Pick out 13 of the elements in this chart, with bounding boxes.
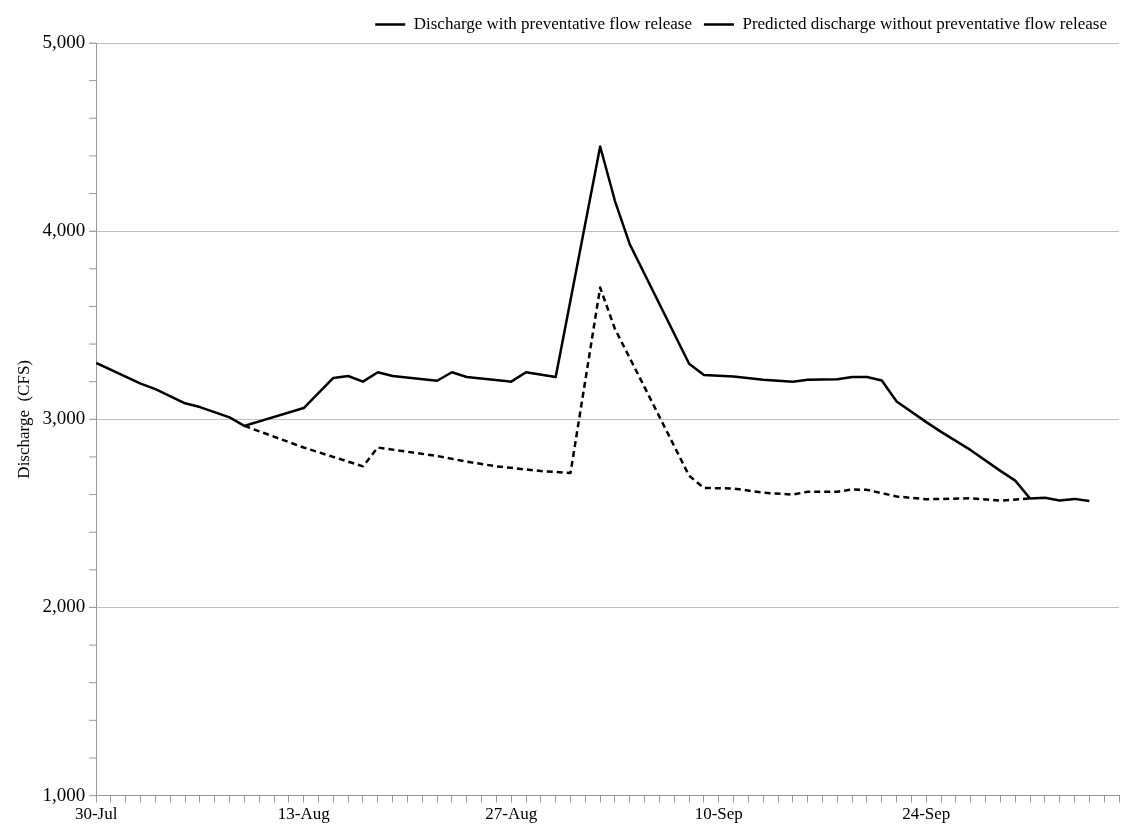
y-tick-label: 2,000 [42,595,86,617]
y-tick-label: 1,000 [42,783,86,805]
x-tick-label: 10-Sep [694,804,743,824]
y-tick-label: 4,000 [42,219,86,241]
legend-label: Discharge with preventative flow release [413,13,692,33]
legend-label: Predicted discharge without preventative flow release [742,13,1108,33]
x-tick-label: 27-Aug [485,804,538,824]
y-tick-label: 5,000 [42,30,86,52]
x-tick-label: 13-Aug [277,804,331,824]
x-tick-label: 24-Sep [902,804,951,824]
y-tick-label: 3,000 [42,407,86,429]
x-tick-label: 30-Jul [74,804,118,824]
y-axis-title: Discharge (CFS) [13,359,33,479]
